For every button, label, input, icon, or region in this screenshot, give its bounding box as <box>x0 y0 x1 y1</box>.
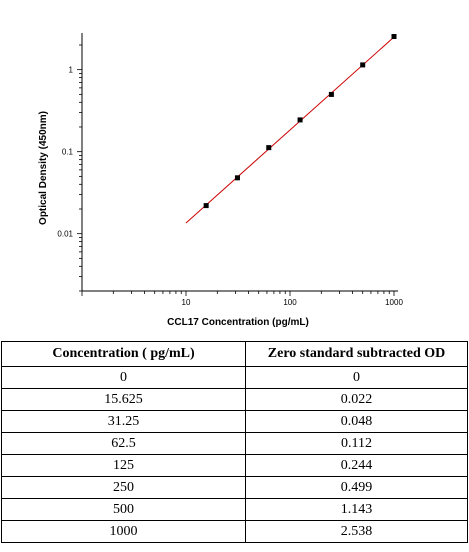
data-point <box>328 91 334 97</box>
y-tick-label: 0.01 <box>57 230 73 239</box>
table-row: 250 0.499 <box>1 476 468 499</box>
data-point <box>360 62 366 68</box>
table-cell-concentration: 15.625 <box>1 388 246 411</box>
axis-ticks <box>77 44 395 296</box>
table-row: 1000 2.538 <box>1 520 468 543</box>
table-row: 0 0 <box>1 366 468 389</box>
table-cell-od: 0.112 <box>245 432 468 455</box>
table-cell-concentration: 62.5 <box>1 432 246 455</box>
table-cell-concentration: 0 <box>1 366 246 389</box>
column-header-concentration: Concentration ( pg/mL) <box>1 341 246 367</box>
standard-curve-chart: 10 100 1000 0.01 0.1 1 CCL17 Concentration (p… <box>38 33 403 328</box>
table-cell-od: 0.244 <box>245 454 468 477</box>
table-row: 500 1.143 <box>1 498 468 521</box>
table-row: 62.5 0.112 <box>1 432 468 455</box>
column-header-od: Zero standard subtracted OD <box>245 341 468 367</box>
x-tick-label: 10 <box>182 298 191 307</box>
fit-line <box>185 36 395 224</box>
x-tick-label: 1000 <box>385 298 403 307</box>
table-cell-concentration: 1000 <box>1 520 246 543</box>
y-tick-label: 1 <box>69 66 74 75</box>
data-points <box>203 33 397 209</box>
y-tick-label: 0.1 <box>62 148 74 157</box>
table-cell-concentration: 250 <box>1 476 246 499</box>
table-cell-od: 1.143 <box>245 498 468 521</box>
table-cell-concentration: 500 <box>1 498 246 521</box>
table-row: 31.25 0.048 <box>1 410 468 433</box>
table-cell-od: 0.499 <box>245 476 468 499</box>
table-row: 15.625 0.022 <box>1 388 468 411</box>
data-point <box>234 175 240 181</box>
table-cell-od: 0.022 <box>245 388 468 411</box>
table-cell-od: 0.048 <box>245 410 468 433</box>
data-point <box>266 145 272 151</box>
data-point <box>203 203 209 209</box>
data-point <box>391 33 397 39</box>
table-cell-concentration: 125 <box>1 454 246 477</box>
table-row: 125 0.244 <box>1 454 468 477</box>
chart-axes <box>81 33 398 292</box>
x-axis-title: CCL17 Concentration (pg/mL) <box>167 317 309 328</box>
axis-tick-labels: 10 100 1000 0.01 0.1 1 <box>57 66 403 307</box>
table-cell-od: 0 <box>245 366 468 389</box>
x-tick-label: 100 <box>283 298 297 307</box>
table-header-row: Concentration ( pg/mL) Zero standard sub… <box>1 341 468 367</box>
table-cell-od: 2.538 <box>245 520 468 543</box>
table-cell-concentration: 31.25 <box>1 410 246 433</box>
y-axis-title: Optical Density (450nm) <box>38 111 49 225</box>
data-table: Concentration ( pg/mL) Zero standard sub… <box>1 341 468 543</box>
data-point <box>297 117 303 123</box>
